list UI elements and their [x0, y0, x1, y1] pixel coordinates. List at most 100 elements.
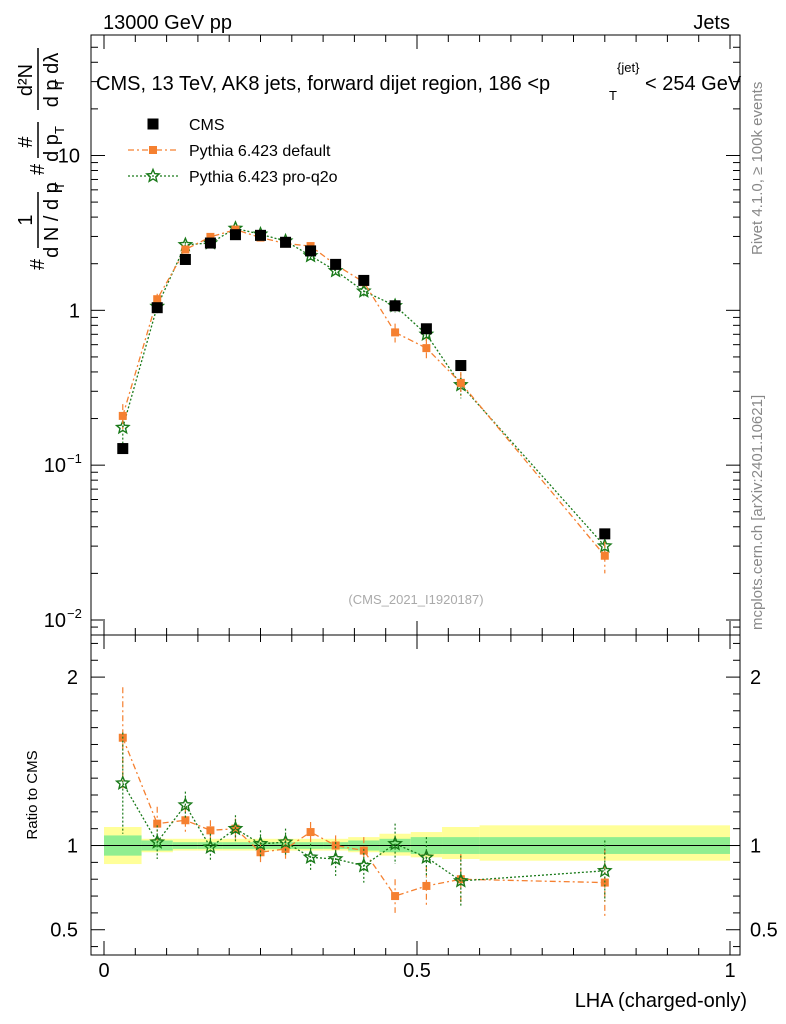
legend-label: CMS [189, 117, 225, 134]
header-category-label: Jets [693, 12, 730, 34]
data-point [358, 274, 370, 286]
data-point [455, 360, 467, 372]
ratio-y-tick-label-right: 0.5 [750, 920, 778, 942]
svg-text:#: # [27, 258, 49, 270]
mc-point [181, 245, 190, 254]
x-tick-label: 0.5 [403, 960, 431, 982]
header-energy-label: 13000 GeV pp [103, 12, 232, 34]
main-y-axis-label: # 1 d N / d p T # # d p T d²N d p dλ T [15, 48, 67, 270]
legend-label: Pythia 6.423 default [189, 143, 331, 160]
x-tick-label: 1 [724, 960, 735, 982]
ratio-point [452, 872, 469, 888]
data-point [280, 236, 292, 248]
y-tick-label: 1 [69, 300, 80, 322]
data-point [117, 443, 129, 455]
series-line [122, 228, 606, 557]
mc-point [118, 411, 127, 420]
ratio-point [331, 841, 340, 850]
mc-point [600, 551, 609, 560]
ratio-point [252, 835, 269, 851]
ratio-point [202, 838, 219, 854]
y-tick-label: 10 [44, 610, 66, 632]
chart-title-main: CMS, 13 TeV, AK8 jets, forward dijet reg… [96, 73, 550, 95]
ratio-y-tick-label-right: 1 [750, 836, 761, 858]
analysis-watermark: (CMS_2021_I1920187) [348, 592, 483, 607]
main-axis-ticks [91, 34, 740, 636]
mc-point [206, 232, 215, 241]
ratio-point [227, 820, 244, 836]
mcplots-credit-text: mcplots.cern.ch [arXiv:2401.10621] [749, 395, 766, 630]
svg-text:CMS, 13 TeV, AK8 jets, forward: CMS, 13 TeV, AK8 jets, forward dijet reg… [96, 73, 550, 95]
data-point [599, 528, 611, 540]
ratio-panel: 0.5 0.51 12 2 0 0.5 1 [50, 634, 778, 982]
svg-text:d N / d p: d N / d p [41, 182, 63, 258]
ratio-y-axis-label: Ratio to CMS [24, 750, 41, 839]
svg-text:d p dλ: d p dλ [41, 53, 63, 107]
data-point [305, 245, 317, 257]
y-tick-label: 10 [58, 145, 80, 167]
ratio-point [418, 848, 435, 865]
legend-label: Pythia 6.423 pro-q2o [189, 169, 338, 186]
data-point [229, 229, 241, 241]
x-tick-label: 0 [98, 960, 109, 982]
data-point [151, 302, 163, 314]
ratio-point [422, 881, 431, 890]
legend-marker [145, 167, 161, 183]
ratio-panel-frame [90, 634, 741, 956]
legend-marker [149, 146, 157, 154]
chart-title-sup: {jet} [617, 60, 640, 75]
svg-text:1: 1 [15, 214, 37, 225]
ratio-point [114, 774, 131, 790]
data-point [255, 229, 266, 241]
ratio-axis-ticks [91, 635, 740, 955]
ratio-point [206, 826, 215, 835]
ratio-point [153, 819, 162, 828]
ratio-point [391, 892, 400, 901]
chart-title-sub: T [609, 88, 617, 103]
ratio-y-tick-label: 1 [67, 836, 78, 858]
ratio-line [122, 737, 605, 897]
x-tick-labels: 0 0.5 1 [98, 960, 735, 982]
ratio-point [277, 833, 294, 849]
chart-title-end: < 254 GeV [645, 73, 742, 95]
svg-text:d p: d p [41, 134, 63, 162]
data-point [420, 323, 432, 335]
data-point [330, 258, 342, 270]
ratio-y-tick-label-right: 2 [750, 667, 761, 689]
main-series [114, 220, 613, 574]
ratio-point [600, 878, 609, 887]
mc-point [596, 537, 613, 553]
ratio-tick-labels: 0.5 0.5 1 1 2 2 [50, 667, 778, 942]
ratio-y-tick-label: 0.5 [50, 920, 78, 942]
ratio-point [387, 835, 404, 851]
svg-text:#: # [27, 163, 49, 175]
y-tick-label-exponent: −2 [67, 606, 82, 621]
ratio-y-tick-label: 2 [67, 667, 78, 689]
svg-text:#: # [15, 136, 37, 148]
x-axis-label: LHA (charged-only) [575, 990, 747, 1012]
ratio-point [181, 816, 190, 825]
legend: CMS Pythia 6.423 default Pythia 6.423 pro-… [128, 117, 338, 186]
ratio-point [306, 828, 315, 837]
ratio-point [177, 796, 194, 812]
mc-point [456, 378, 465, 387]
data-point [179, 253, 191, 265]
svg-text:T: T [52, 126, 67, 134]
y-tick-label-exponent: −1 [67, 451, 82, 466]
ratio-series [114, 687, 613, 917]
legend-marker [147, 118, 159, 130]
ratio-point [355, 857, 372, 873]
mc-point [153, 295, 162, 304]
y-tick-label: 10 [44, 455, 66, 477]
ratio-point [149, 833, 166, 849]
ratio-point [456, 875, 465, 884]
ratio-uncertainty-bands [104, 825, 730, 865]
mc-point [114, 419, 131, 435]
data-point [389, 300, 401, 312]
data-point [204, 237, 216, 249]
mc-point [422, 344, 431, 353]
chart-title: CMS, 13 TeV, AK8 jets, forward dijet reg… [96, 60, 742, 103]
